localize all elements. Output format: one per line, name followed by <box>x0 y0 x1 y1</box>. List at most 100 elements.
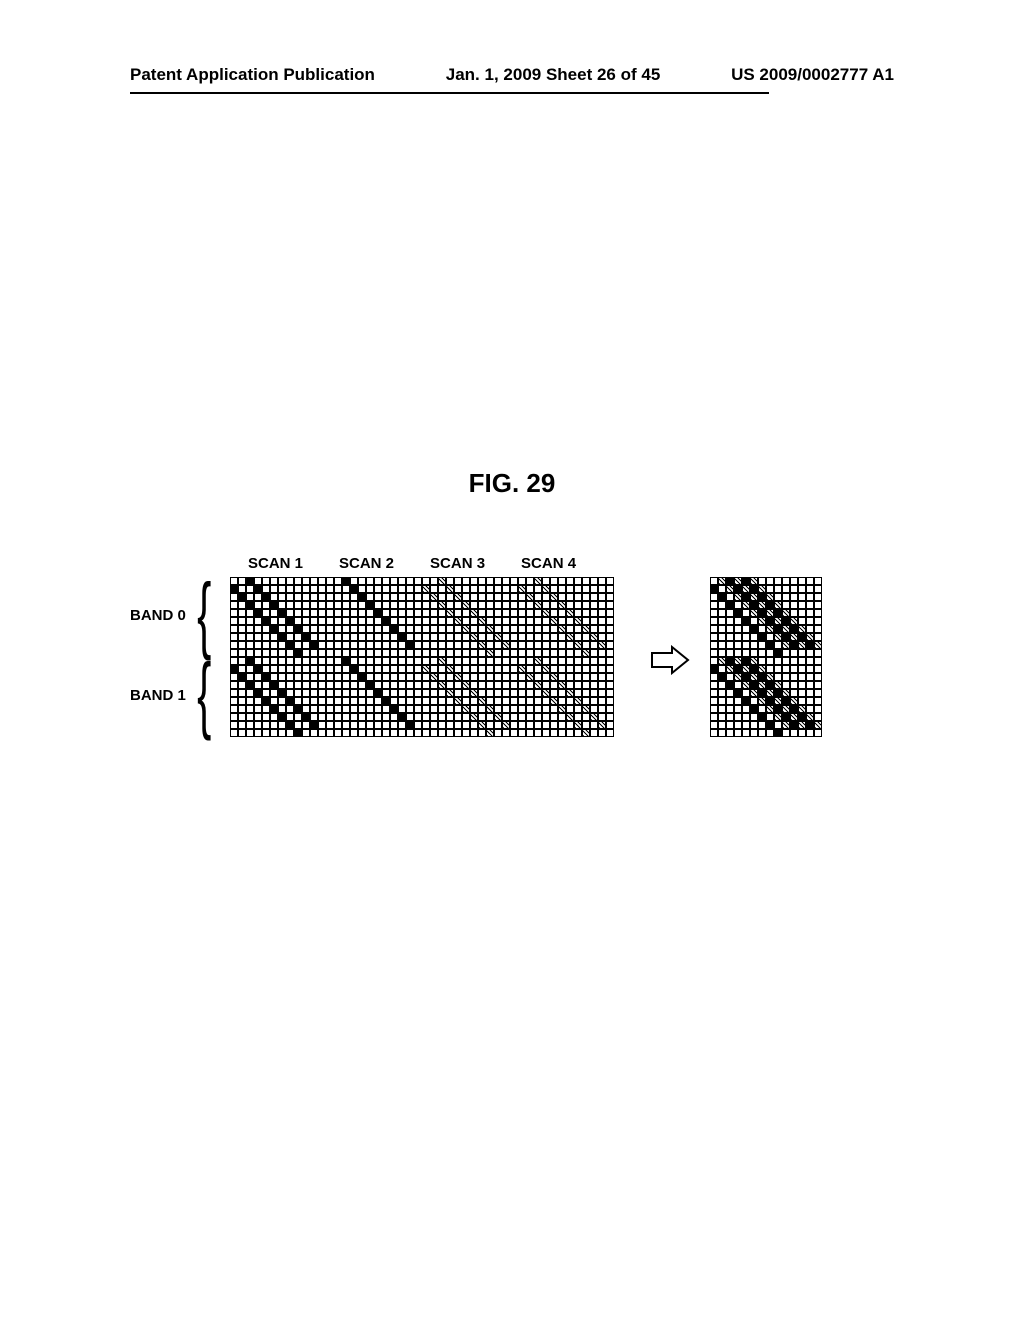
grid-cell <box>342 601 350 609</box>
grid-cell <box>414 593 422 601</box>
grid-cell <box>254 713 262 721</box>
grid-cell <box>542 673 550 681</box>
grid-cell <box>486 625 494 633</box>
grid-cell <box>238 609 246 617</box>
grid-cell <box>366 689 374 697</box>
grid-cell <box>438 665 446 673</box>
grid-cell <box>230 593 238 601</box>
result-grid-container <box>710 577 822 737</box>
grid-cell <box>550 649 558 657</box>
grid-cell <box>310 705 318 713</box>
grid-cell <box>526 601 534 609</box>
grid-cell <box>278 673 286 681</box>
grid-cell <box>750 657 758 665</box>
grid-cell <box>790 681 798 689</box>
grid-cell <box>478 649 486 657</box>
grid-cell <box>710 673 718 681</box>
grid-cell <box>366 721 374 729</box>
grid-cell <box>446 729 454 737</box>
grid-cell <box>758 625 766 633</box>
grid-cell <box>518 729 526 737</box>
grid-cell <box>606 585 614 593</box>
grid-cell <box>446 681 454 689</box>
grid-cell <box>590 689 598 697</box>
grid-cell <box>766 697 774 705</box>
grid-cell <box>750 617 758 625</box>
grid-cell <box>374 649 382 657</box>
grid-cell <box>366 649 374 657</box>
grid-cell <box>726 673 734 681</box>
grid-cell <box>478 601 486 609</box>
grid-cell <box>262 673 270 681</box>
grid-cell <box>510 657 518 665</box>
grid-cell <box>390 593 398 601</box>
grid-cell <box>566 705 574 713</box>
grid-cell <box>782 625 790 633</box>
grid-cell <box>814 729 822 737</box>
grid-cell <box>710 601 718 609</box>
grid-cell <box>742 625 750 633</box>
grid-cell <box>286 673 294 681</box>
grid-cell <box>526 609 534 617</box>
grid-cell <box>734 673 742 681</box>
grid-cell <box>310 697 318 705</box>
grid-cell <box>566 625 574 633</box>
grid-cell <box>798 649 806 657</box>
grid-cell <box>510 577 518 585</box>
grid-cell <box>398 585 406 593</box>
grid-cell <box>486 713 494 721</box>
grid-cell <box>774 689 782 697</box>
grid-cell <box>734 641 742 649</box>
grid-cell <box>806 729 814 737</box>
grid-cell <box>270 593 278 601</box>
grid-cell <box>782 641 790 649</box>
grid-cell <box>774 649 782 657</box>
grid-cell <box>806 673 814 681</box>
grid-cell <box>398 705 406 713</box>
grid-cell <box>462 593 470 601</box>
grid-cell <box>318 617 326 625</box>
grid-cell <box>774 665 782 673</box>
grid-cell <box>766 617 774 625</box>
grid-cell <box>526 649 534 657</box>
grid-cell <box>790 665 798 673</box>
grid-cell <box>254 609 262 617</box>
grid-cell <box>422 641 430 649</box>
grid-cell <box>774 705 782 713</box>
grid-cell <box>374 585 382 593</box>
grid-cell <box>446 657 454 665</box>
grid-cell <box>718 593 726 601</box>
grid-cell <box>790 729 798 737</box>
grid-cell <box>798 633 806 641</box>
grid-cell <box>470 689 478 697</box>
grid-cell <box>542 601 550 609</box>
grid-cell <box>382 721 390 729</box>
grid-cell <box>750 729 758 737</box>
grid-cell <box>390 705 398 713</box>
grid-cell <box>334 681 342 689</box>
grid-cell <box>502 665 510 673</box>
grid-cell <box>598 633 606 641</box>
grid-cell <box>286 721 294 729</box>
grid-cell <box>462 609 470 617</box>
grid-cell <box>798 617 806 625</box>
header-left: Patent Application Publication <box>130 65 375 85</box>
grid-cell <box>262 593 270 601</box>
grid-cell <box>590 665 598 673</box>
grid-cell <box>454 697 462 705</box>
grid-cell <box>742 721 750 729</box>
grid-cell <box>806 625 814 633</box>
grid-cell <box>446 617 454 625</box>
grid-cell <box>254 721 262 729</box>
grid-cell <box>782 713 790 721</box>
grid-cell <box>502 577 510 585</box>
grid-cell <box>606 689 614 697</box>
grid-cell <box>318 681 326 689</box>
grid-cell <box>430 593 438 601</box>
grid-cell <box>542 729 550 737</box>
grid-cell <box>270 609 278 617</box>
grid-cell <box>302 681 310 689</box>
grid-cell <box>726 697 734 705</box>
grid-cell <box>294 593 302 601</box>
grid-cell <box>758 617 766 625</box>
